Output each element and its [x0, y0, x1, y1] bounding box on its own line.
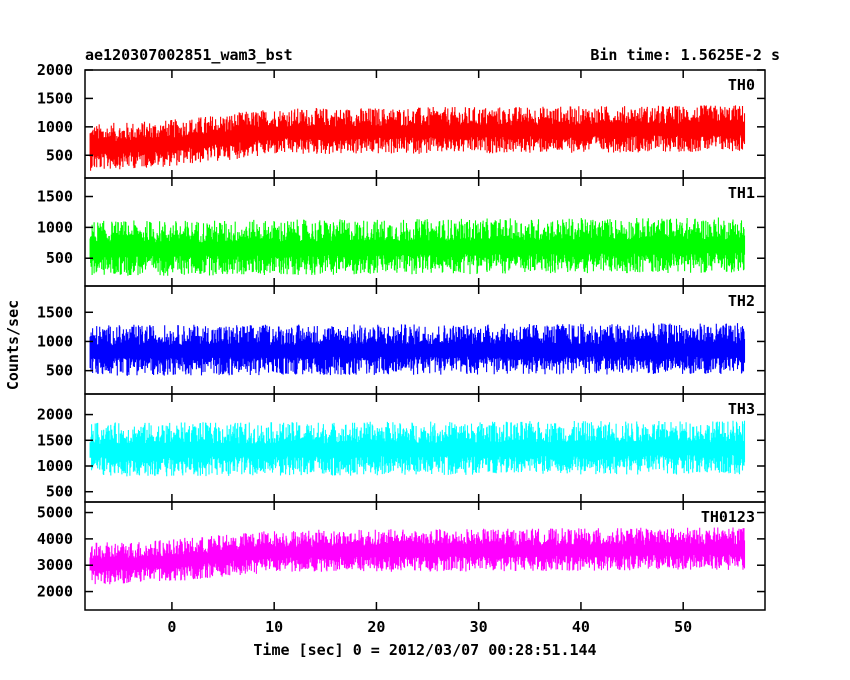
- series-th0123: [89, 527, 746, 585]
- panel-frame: [84, 501, 766, 611]
- x-tick-label: 50: [674, 618, 692, 636]
- x-tick-label: 20: [367, 618, 385, 636]
- y-tick-label: 500: [46, 483, 73, 501]
- panel-th0123: 2000 3000 4000 5000 TH0123: [37, 501, 766, 611]
- panel-label-th3: TH3: [728, 400, 755, 418]
- y-tick-label: 4000: [37, 530, 73, 548]
- x-axis: 0 10 20 30 40 50: [167, 618, 692, 636]
- y-tick-label: 1000: [37, 218, 73, 236]
- series-th2: [89, 323, 746, 376]
- panel-label-th0123: TH0123: [701, 508, 755, 526]
- chart-title: ae120307002851_wam3_bst: [85, 46, 293, 64]
- x-tick-label: 0: [167, 618, 176, 636]
- y-tick-label: 3000: [37, 556, 73, 574]
- y-tick-label: 1000: [37, 332, 73, 350]
- panels-group: 500 1000 1500 2000 TH0 500 1000 1500 TH1 500 1000 1…: [37, 61, 766, 611]
- panel-th1: 500 1000 1500 TH1: [37, 177, 766, 287]
- y-tick-label: 1000: [37, 118, 73, 136]
- y-tick-label: 2000: [37, 61, 73, 79]
- y-tick-label: 1500: [37, 188, 73, 206]
- panel-th3: 500 1000 1500 2000 TH3: [37, 393, 766, 503]
- y-tick-label: 1500: [37, 303, 73, 321]
- series-th3: [89, 420, 746, 477]
- y-tick-label: 5000: [37, 504, 73, 522]
- x-tick-label: 30: [470, 618, 488, 636]
- panel-th2: 500 1000 1500 TH2: [37, 285, 766, 395]
- panel-label-th0: TH0: [728, 76, 755, 94]
- series-th1: [89, 217, 746, 276]
- y-tick-label: 2000: [37, 583, 73, 601]
- y-tick-label: 1000: [37, 457, 73, 475]
- x-axis-label: Time [sec] 0 = 2012/03/07 00:28:51.144: [253, 641, 596, 659]
- bin-time-label: Bin time: 1.5625E-2 s: [590, 46, 780, 64]
- panel-label-th1: TH1: [728, 184, 755, 202]
- y-axis-label: Counts/sec: [4, 300, 22, 390]
- series-th0: [89, 105, 746, 171]
- panel-label-th2: TH2: [728, 292, 755, 310]
- y-tick-label: 1500: [37, 431, 73, 449]
- x-tick-label: 10: [265, 618, 283, 636]
- y-tick-label: 2000: [37, 406, 73, 424]
- y-tick-label: 1500: [37, 89, 73, 107]
- panel-th0: 500 1000 1500 2000 TH0: [37, 61, 766, 179]
- y-tick-label: 500: [46, 362, 73, 380]
- y-tick-label: 500: [46, 249, 73, 267]
- x-tick-label: 40: [572, 618, 590, 636]
- y-tick-label: 500: [46, 146, 73, 164]
